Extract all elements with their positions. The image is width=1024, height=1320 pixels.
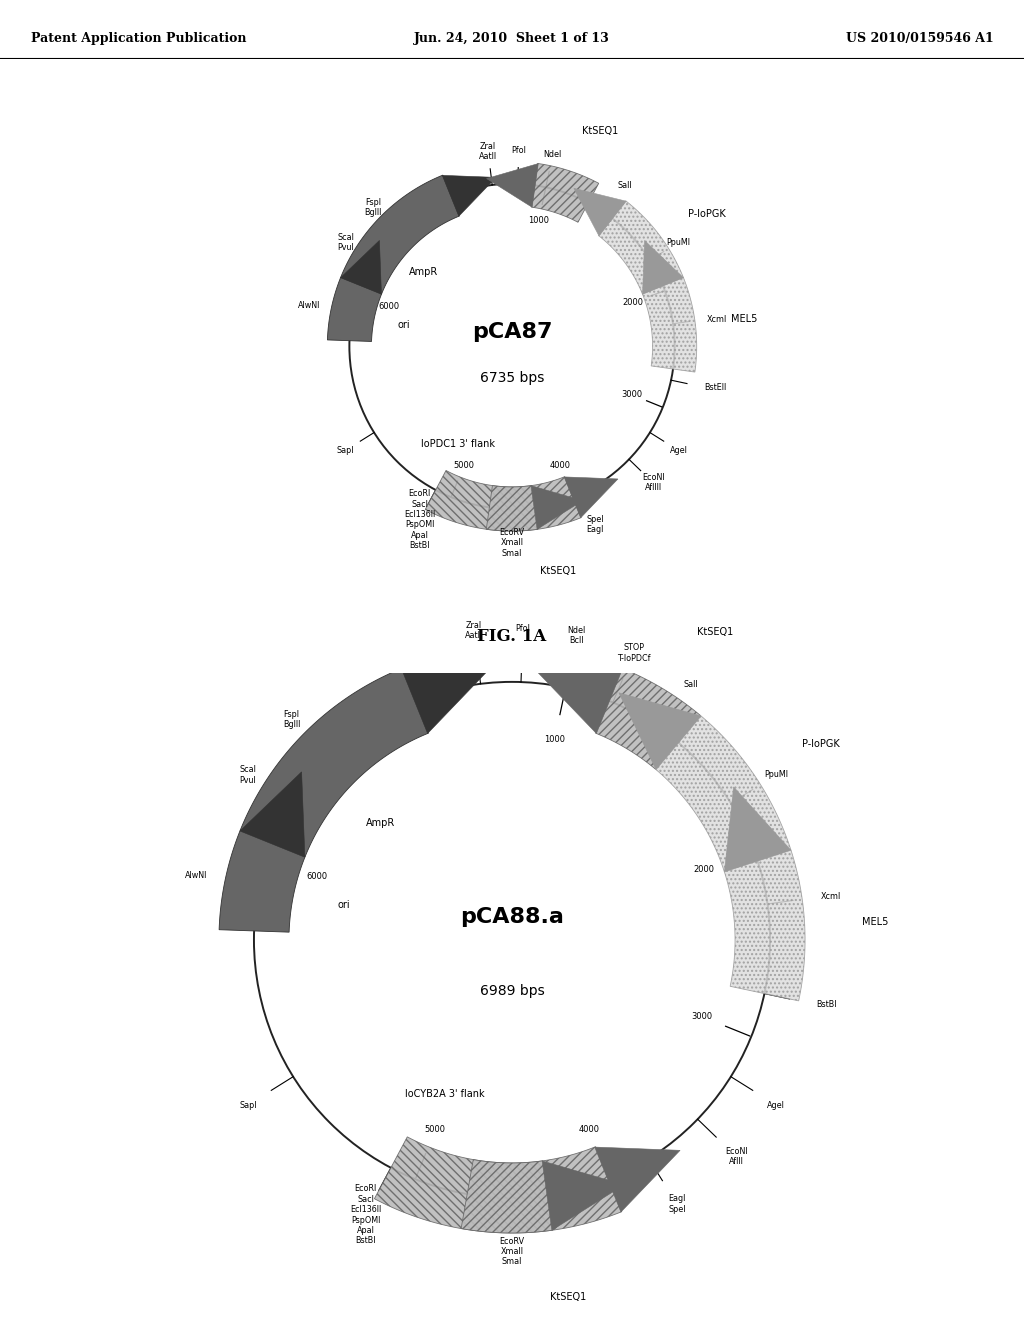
Text: Jun. 24, 2010  Sheet 1 of 13: Jun. 24, 2010 Sheet 1 of 13 — [414, 32, 610, 45]
Text: loPDC1 3' flank: loPDC1 3' flank — [421, 438, 495, 449]
Text: US 2010/0159546 A1: US 2010/0159546 A1 — [846, 32, 993, 45]
Polygon shape — [425, 470, 538, 531]
Text: AmpR: AmpR — [366, 817, 394, 828]
Polygon shape — [461, 1147, 622, 1233]
Text: 2000: 2000 — [693, 866, 715, 874]
Text: EcoNI
AflII: EcoNI AflII — [725, 1147, 748, 1166]
Text: AlwNI: AlwNI — [185, 871, 207, 879]
Text: 3000: 3000 — [691, 1012, 713, 1022]
Text: 1000: 1000 — [544, 735, 565, 744]
Text: pCA88.a: pCA88.a — [460, 907, 564, 927]
Text: KtSEQ1: KtSEQ1 — [550, 1292, 586, 1303]
Text: MEL5: MEL5 — [862, 916, 888, 927]
Polygon shape — [599, 201, 683, 294]
Text: 6735 bps: 6735 bps — [480, 371, 544, 385]
Polygon shape — [241, 668, 428, 857]
Text: EcoRV
XmaII
SmaI: EcoRV XmaII SmaI — [500, 528, 524, 557]
Text: ZraI
AatII: ZraI AatII — [465, 620, 483, 640]
Text: 4000: 4000 — [579, 1125, 599, 1134]
Text: EcoNI
AflIII: EcoNI AflIII — [642, 473, 665, 492]
Text: EcoRI
SacI
Ecl136II
PspOMI
ApaI
BstBI: EcoRI SacI Ecl136II PspOMI ApaI BstBI — [404, 490, 435, 550]
Text: 5000: 5000 — [454, 462, 474, 470]
Text: 1000: 1000 — [528, 215, 549, 224]
Polygon shape — [486, 164, 539, 207]
Text: STOP
T-loPDCf: STOP T-loPDCf — [617, 643, 650, 663]
Text: Patent Application Publication: Patent Application Publication — [31, 32, 246, 45]
Text: loCYB2A 3' flank: loCYB2A 3' flank — [406, 1089, 484, 1100]
Text: P-loPGK: P-loPGK — [688, 209, 726, 219]
Polygon shape — [531, 486, 583, 529]
Text: KtSEQ1: KtSEQ1 — [697, 627, 733, 636]
Text: BstBI: BstBI — [817, 1001, 838, 1010]
Text: ori: ori — [337, 900, 350, 911]
Text: PpuMI: PpuMI — [667, 238, 690, 247]
Text: XcmI: XcmI — [820, 892, 841, 902]
Text: NdeI
BclI: NdeI BclI — [567, 626, 586, 645]
Text: AmpR: AmpR — [409, 268, 438, 277]
Text: MEL5: MEL5 — [731, 314, 758, 325]
Polygon shape — [542, 1160, 625, 1230]
Polygon shape — [219, 830, 305, 932]
Polygon shape — [595, 1147, 680, 1212]
Text: PfoI: PfoI — [511, 145, 526, 154]
Text: SalI: SalI — [617, 181, 632, 190]
Text: 2000: 2000 — [623, 298, 644, 306]
Text: 6000: 6000 — [379, 302, 400, 312]
Text: PpuMI: PpuMI — [764, 771, 788, 779]
Text: P-loPGK: P-loPGK — [803, 739, 840, 750]
Text: KtSEQ1: KtSEQ1 — [540, 566, 575, 577]
Text: pCA87: pCA87 — [472, 322, 552, 342]
Text: XcmI: XcmI — [707, 314, 727, 323]
Text: AlwNI: AlwNI — [298, 301, 319, 310]
Polygon shape — [375, 1137, 553, 1233]
Text: EcoRV
XmaII
SmaI: EcoRV XmaII SmaI — [500, 1237, 524, 1266]
Text: ScaI
PvuI: ScaI PvuI — [240, 766, 256, 784]
Polygon shape — [655, 715, 791, 871]
Text: 5000: 5000 — [425, 1125, 445, 1134]
Polygon shape — [642, 240, 683, 294]
Text: EagI
SpeI: EagI SpeI — [669, 1195, 686, 1214]
Polygon shape — [401, 668, 486, 734]
Polygon shape — [724, 787, 791, 873]
Polygon shape — [240, 772, 305, 857]
Text: FspI
BglII: FspI BglII — [365, 198, 382, 218]
Polygon shape — [531, 164, 599, 222]
Text: NdeI: NdeI — [544, 150, 562, 158]
Text: 6000: 6000 — [307, 873, 328, 882]
Text: KtSEQ1: KtSEQ1 — [582, 125, 618, 136]
Text: FIG. 1A: FIG. 1A — [477, 628, 547, 645]
Text: 6989 bps: 6989 bps — [479, 983, 545, 998]
Text: SapI: SapI — [239, 1101, 257, 1110]
Text: ZraI
AatII: ZraI AatII — [479, 141, 497, 161]
Polygon shape — [596, 668, 700, 770]
Text: AgeI: AgeI — [767, 1101, 785, 1110]
Polygon shape — [642, 277, 696, 372]
Polygon shape — [564, 477, 617, 517]
Polygon shape — [486, 477, 582, 531]
Text: FspI
BglII: FspI BglII — [283, 710, 300, 730]
Text: ScaI
PvuI: ScaI PvuI — [337, 232, 354, 252]
Polygon shape — [538, 668, 623, 734]
Polygon shape — [341, 240, 382, 294]
Polygon shape — [573, 189, 626, 236]
Text: 3000: 3000 — [621, 391, 642, 399]
Text: SapI: SapI — [337, 446, 354, 455]
Polygon shape — [618, 693, 701, 770]
Text: PfoI: PfoI — [515, 624, 530, 634]
Polygon shape — [341, 176, 460, 294]
Polygon shape — [442, 176, 496, 216]
Polygon shape — [724, 849, 805, 1001]
Polygon shape — [328, 277, 382, 342]
Text: SalI: SalI — [683, 680, 698, 689]
Text: BstEII: BstEII — [705, 383, 726, 392]
Text: 4000: 4000 — [550, 462, 570, 470]
Text: SpeI
EagI: SpeI EagI — [586, 515, 604, 535]
Text: ori: ori — [397, 319, 410, 330]
Text: AgeI: AgeI — [670, 446, 687, 455]
Text: EcoRI
SacI
Ecl136II
PspOMI
ApaI
BstBI: EcoRI SacI Ecl136II PspOMI ApaI BstBI — [350, 1184, 381, 1246]
